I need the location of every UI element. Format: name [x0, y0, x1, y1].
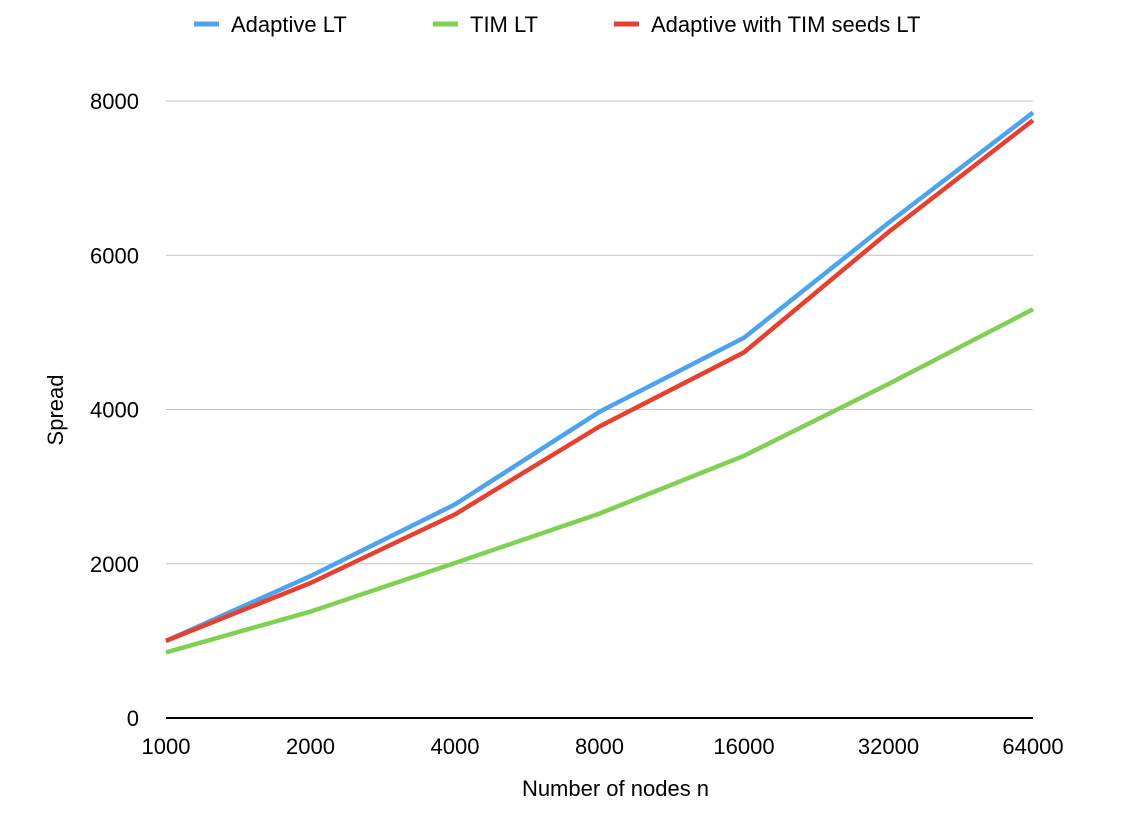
x-tick-label: 32000	[858, 734, 919, 759]
legend-label: Adaptive with TIM seeds LT	[651, 12, 920, 37]
y-tick-label: 0	[127, 706, 139, 731]
series-line-0	[165, 110, 1035, 643]
x-axis-label: Number of nodes n	[522, 776, 709, 801]
y-axis-label: Spread	[43, 375, 68, 446]
y-tick-label: 8000	[90, 89, 139, 114]
y-tick-label: 2000	[90, 552, 139, 577]
series-line-1	[165, 307, 1035, 655]
x-tick-label: 8000	[575, 734, 624, 759]
y-tick-label: 4000	[90, 398, 139, 423]
legend-label: TIM LT	[470, 12, 538, 37]
x-tick-label: 1000	[142, 734, 191, 759]
y-tick-label: 6000	[90, 243, 139, 268]
legend-label: Adaptive LT	[231, 12, 347, 37]
x-tick-label: 2000	[286, 734, 335, 759]
gridlines	[166, 100, 1033, 565]
y-axis-ticks: 0 2000 4000 6000 8000	[90, 89, 139, 731]
series-lines	[165, 110, 1035, 655]
series-line-2	[165, 118, 1035, 643]
x-tick-label: 64000	[1002, 734, 1063, 759]
x-tick-label: 16000	[713, 734, 774, 759]
x-tick-label: 4000	[431, 734, 480, 759]
legend: Adaptive LT TIM LT Adaptive with TIM seeds…	[194, 12, 920, 37]
x-axis-ticks: 1000 2000 4000 8000 16000 32000 64000	[142, 734, 1064, 759]
